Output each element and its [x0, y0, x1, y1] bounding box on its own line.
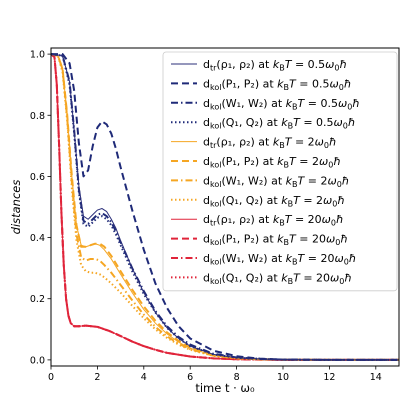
legend-label: dkol(W₁, W₂) at kBT = 20ω0ħ [203, 252, 356, 267]
y-tick-label: 0.2 [30, 294, 45, 305]
y-axis-label: distances [9, 180, 23, 235]
legend-label: dtr(ρ₁, ρ₂) at kBT = 0.5ω0ħ [203, 58, 347, 73]
legend-label: dkol(P₁, P₂) at kBT = 20ω0ħ [203, 233, 348, 248]
legend-label: dkol(P₁, P₂) at kBT = 0.5ω0ħ [203, 77, 351, 92]
x-tick-label: 0 [48, 372, 54, 383]
y-tick-label: 0.8 [30, 111, 45, 122]
y-axis-ticks: 0.0 0.2 0.4 0.6 0.8 1.0 [30, 50, 51, 366]
y-tick-label: 1.0 [30, 50, 45, 61]
series-line [51, 53, 399, 361]
series-layer [51, 53, 399, 361]
legend-frame [162, 51, 398, 292]
series-line [51, 53, 399, 361]
x-axis-label: time t · ω₀ [195, 381, 255, 395]
y-tick-label: 0.4 [30, 233, 45, 244]
legend-label: dtr(ρ₁, ρ₂) at kBT = 2ω0ħ [203, 136, 337, 151]
x-tick-label: 2 [94, 372, 100, 383]
legend-label: dkol(Q₁, Q₂) at kBT = 0.5ω0ħ [203, 116, 356, 131]
x-tick-label: 10 [277, 372, 289, 383]
legend: dtr(ρ₁, ρ₂) at kBT = 0.5ω0ħ dkol(P₁, P₂) … [162, 51, 398, 292]
series-line [51, 53, 399, 361]
x-tick-label: 8 [234, 372, 240, 383]
legend-label: dkol(Q₁, Q₂) at kBT = 2ω0ħ [203, 194, 345, 209]
x-tick-label: 4 [141, 372, 147, 383]
x-tick-label: 14 [370, 372, 382, 383]
x-axis-ticks: 0 2 4 6 8 10 12 14 [48, 366, 382, 383]
plot-frame [50, 47, 400, 367]
x-tick-label: 6 [187, 372, 193, 383]
y-tick-label: 0.0 [30, 355, 45, 366]
legend-label: dkol(W₁, W₂) at kBT = 0.5ω0ħ [203, 97, 360, 112]
legend-label: dkol(Q₁, Q₂) at kBT = 20ω0ħ [203, 271, 352, 286]
legend-label: dtr(ρ₁, ρ₂) at kBT = 20ω0ħ [203, 213, 344, 228]
legend-label: dkol(W₁, W₂) at kBT = 2ω0ħ [203, 174, 349, 189]
x-tick-label: 12 [323, 372, 335, 383]
y-tick-label: 0.6 [30, 172, 45, 183]
legend-label: dkol(P₁, P₂) at kBT = 2ω0ħ [203, 155, 341, 170]
plot-area [50, 47, 400, 367]
